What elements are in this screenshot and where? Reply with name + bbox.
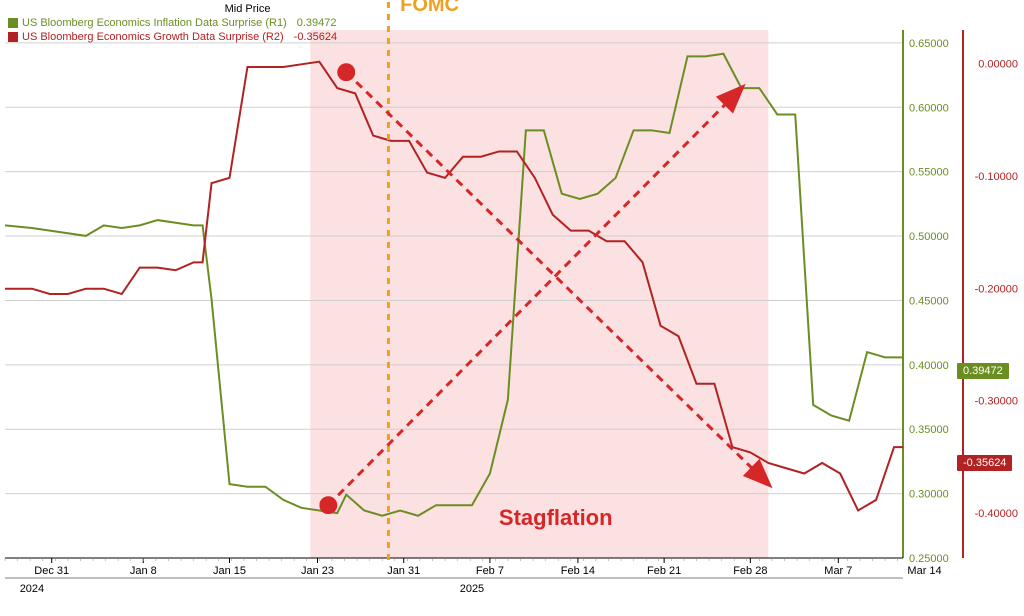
year-label: 2025	[460, 583, 484, 595]
legend-swatch-2	[8, 32, 18, 42]
annotation-stagflation: Stagflation	[499, 505, 613, 531]
r2-tick-label: -0.30000	[975, 396, 1018, 408]
legend-label-1: US Bloomberg Economics Inflation Data Su…	[22, 16, 287, 30]
x-tick-label: Dec 31	[34, 565, 69, 577]
r1-tick-label: 0.35000	[909, 424, 949, 436]
r2-tick-label: -0.10000	[975, 171, 1018, 183]
r1-tick-label: 0.55000	[909, 167, 949, 179]
r1-tick-label: 0.30000	[909, 489, 949, 501]
legend-label-2: US Bloomberg Economics Growth Data Surpr…	[22, 30, 284, 44]
legend-row-2: US Bloomberg Economics Growth Data Surpr…	[8, 30, 337, 44]
r1-tick-label: 0.40000	[909, 360, 949, 372]
legend-value-1: 0.39472	[297, 16, 337, 30]
x-tick-label: Jan 23	[301, 565, 334, 577]
x-tick-label: Jan 31	[387, 565, 420, 577]
r2-tick-label: 0.00000	[978, 59, 1018, 71]
x-tick-label: Feb 7	[476, 565, 504, 577]
x-tick-label: Jan 8	[130, 565, 157, 577]
legend-swatch-1	[8, 18, 18, 28]
x-tick-label: Jan 15	[213, 565, 246, 577]
r2-tick-label: -0.40000	[975, 508, 1018, 520]
x-tick-label: Mar 14	[907, 565, 941, 577]
legend-row-1: US Bloomberg Economics Inflation Data Su…	[8, 16, 337, 30]
x-tick-label: Feb 28	[733, 565, 767, 577]
r1-tick-label: 0.25000	[909, 553, 949, 565]
current-value-box-r2: -0.35624	[957, 455, 1012, 471]
legend-title: Mid Price	[158, 2, 337, 16]
legend: Mid Price US Bloomberg Economics Inflati…	[8, 2, 337, 44]
chart-container: 0.25000 0.30000 0.35000 0.40000 0.45000 0.500…	[0, 0, 1024, 611]
r1-tick-label: 0.50000	[909, 231, 949, 243]
r1-tick-label: 0.45000	[909, 295, 949, 307]
current-value-box-r1: 0.39472	[957, 363, 1009, 379]
r2-tick-label: -0.20000	[975, 283, 1018, 295]
year-label: 2024	[20, 583, 44, 595]
annotation-fomc: FOMC	[400, 0, 459, 17]
x-tick-label: Feb 21	[647, 565, 681, 577]
r1-tick-label: 0.65000	[909, 38, 949, 50]
x-tick-label: Feb 14	[561, 565, 595, 577]
r1-tick-label: 0.60000	[909, 102, 949, 114]
legend-value-2: -0.35624	[294, 30, 337, 44]
x-tick-label: Mar 7	[824, 565, 852, 577]
